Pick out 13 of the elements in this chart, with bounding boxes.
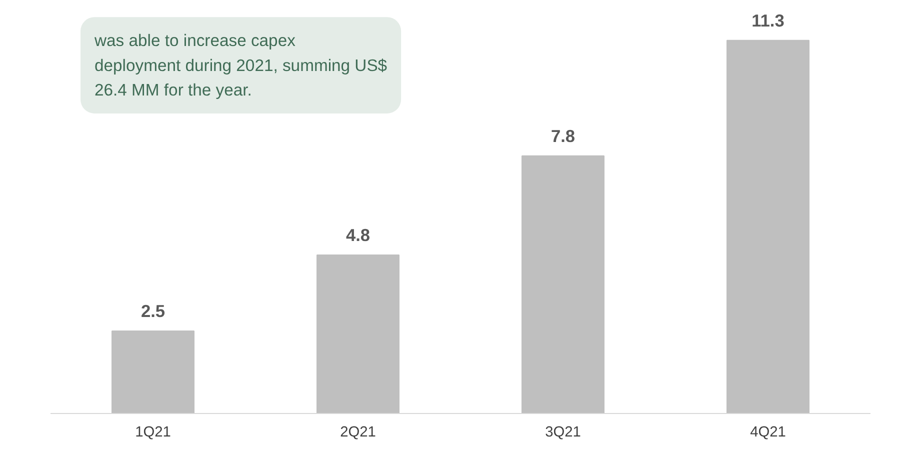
x-tick-label: 4Q21 [750, 424, 786, 440]
annotation: was able to increase capex deployment during 2021, summing US$ 26.4 MM for the year. [94, 31, 388, 100]
bar [522, 155, 604, 414]
x-tick-label: 2Q21 [340, 424, 376, 440]
bar [726, 40, 810, 414]
bar [112, 330, 194, 414]
data-label: 7.8 [550, 126, 576, 146]
x-tick-label: 1Q21 [135, 424, 171, 440]
data-label: 4.8 [346, 224, 370, 245]
x-tick-label: 3Q21 [545, 424, 581, 440]
data-label: 2.5 [140, 300, 166, 321]
data-label: 11.3 [752, 10, 785, 30]
bar [316, 254, 400, 414]
